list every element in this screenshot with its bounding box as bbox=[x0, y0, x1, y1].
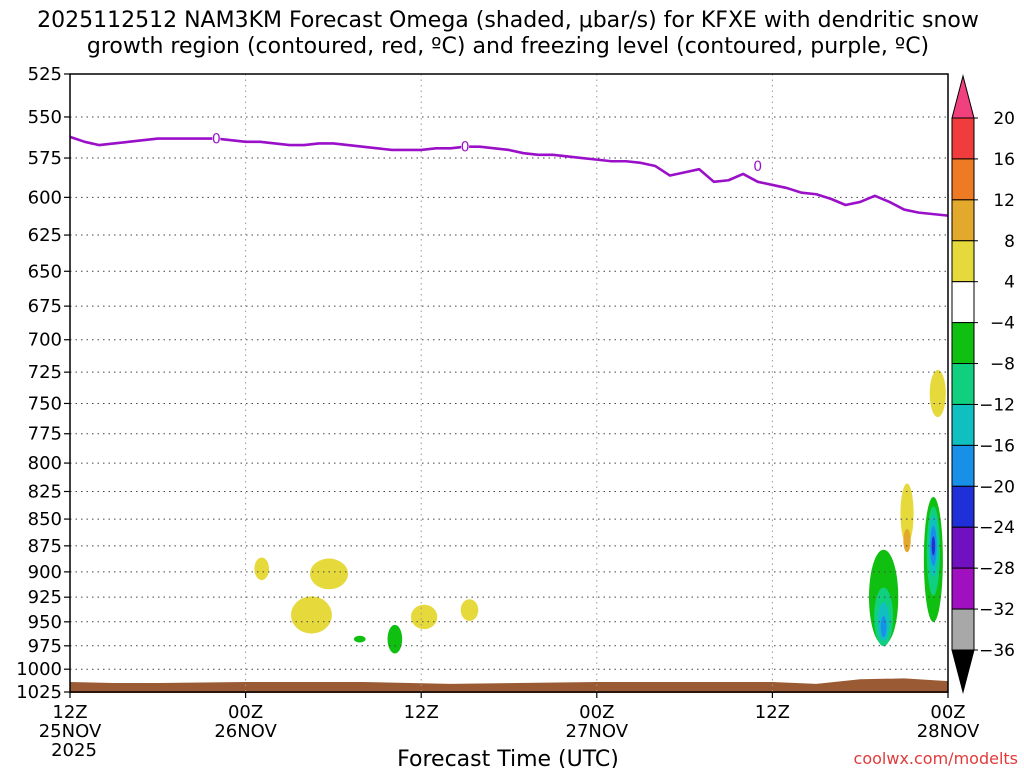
colorbar-segment bbox=[951, 281, 975, 324]
colorbar-tick-label: −20 bbox=[979, 477, 1015, 497]
grid-layer bbox=[70, 74, 948, 692]
x-tick-label: 26NOV bbox=[214, 721, 277, 742]
y-tick-label: 725 bbox=[28, 362, 62, 383]
colorbar-segment bbox=[951, 240, 975, 283]
y-tick-label: 1025 bbox=[16, 682, 62, 703]
colorbar: 20 16 12 8 4 −4 −8 −12 −16 −20 −24 −28 −32 −36 bbox=[951, 74, 1015, 694]
colorbar-tick-label: −16 bbox=[979, 436, 1015, 456]
colorbar-bottom-arrow bbox=[951, 649, 975, 694]
y-tick-label: 975 bbox=[28, 636, 62, 657]
colorbar-tick-label: −4 bbox=[990, 314, 1015, 334]
colorbar-segment bbox=[951, 322, 975, 365]
y-tick-label: 575 bbox=[28, 148, 62, 169]
omega-region bbox=[880, 616, 887, 638]
freezing-level-label: 0 bbox=[212, 132, 221, 148]
x-tick-label: 12Z bbox=[52, 702, 87, 723]
x-tick-label: 28NOV bbox=[917, 721, 980, 742]
x-tick-label: 25NOV bbox=[39, 721, 102, 742]
colorbar-segment bbox=[951, 158, 975, 201]
colorbar-tick-label: 16 bbox=[993, 150, 1015, 170]
omega-region bbox=[387, 624, 403, 654]
y-tick-label: 625 bbox=[28, 225, 62, 246]
x-tick-label: 00Z bbox=[579, 702, 614, 723]
y-tick-label: 825 bbox=[28, 481, 62, 502]
y-tick-label: 600 bbox=[28, 187, 62, 208]
colorbar-tick-label: 4 bbox=[1004, 273, 1015, 293]
omega-region bbox=[254, 557, 270, 581]
x-tick-label: 2025 bbox=[51, 740, 97, 761]
omega-region bbox=[900, 483, 914, 544]
y-tick-label: 850 bbox=[28, 509, 62, 530]
omega-region bbox=[460, 599, 479, 621]
colorbar-segment bbox=[951, 199, 975, 242]
freezing-level-label-bg bbox=[753, 160, 762, 173]
y-tick-label: 525 bbox=[28, 64, 62, 85]
colorbar-tick-label: −32 bbox=[979, 600, 1015, 620]
omega-region bbox=[309, 558, 349, 590]
colorbar-tick-label: 12 bbox=[993, 191, 1015, 211]
colorbar-top-arrow bbox=[951, 74, 975, 119]
y-tick-label: 650 bbox=[28, 261, 62, 282]
chart-title-line1: 2025112512 NAM3KM Forecast Omega (shaded… bbox=[37, 8, 979, 33]
credit-text: coolwx.com/modelts bbox=[854, 749, 1018, 768]
y-tick-label: 1000 bbox=[16, 659, 62, 680]
y-axis-ticks: 525 550 575 600 625 650 675 700 725 750 775 800 825 8… bbox=[16, 64, 70, 703]
x-tick-label: 27NOV bbox=[566, 721, 629, 742]
y-tick-label: 675 bbox=[28, 296, 62, 317]
omega-region bbox=[353, 635, 366, 643]
y-tick-label: 900 bbox=[28, 562, 62, 583]
y-tick-label: 800 bbox=[28, 453, 62, 474]
omega-shading-layer bbox=[254, 369, 946, 654]
x-tick-label: 00Z bbox=[930, 702, 965, 723]
freezing-level-layer: 0 0 0 bbox=[69, 132, 949, 217]
freezing-level-label-bg bbox=[212, 132, 221, 145]
colorbar-tick-label: 20 bbox=[993, 109, 1015, 129]
y-tick-label: 700 bbox=[28, 330, 62, 351]
chart-title-line2: growth region (contoured, red, ºC) and f… bbox=[87, 34, 929, 59]
y-tick-label: 750 bbox=[28, 393, 62, 414]
omega-region bbox=[290, 596, 332, 634]
colorbar-tick-label: −36 bbox=[979, 641, 1015, 661]
x-tick-label: 12Z bbox=[755, 702, 790, 723]
freezing-level-line bbox=[69, 135, 949, 217]
colorbar-tick-label: 8 bbox=[1004, 232, 1015, 252]
freezing-level-label: 0 bbox=[461, 140, 470, 156]
colorbar-tick-label: −8 bbox=[990, 355, 1015, 375]
colorbar-tick-label: −24 bbox=[979, 518, 1015, 538]
freezing-level-label-bg bbox=[461, 140, 470, 153]
omega-region bbox=[931, 536, 936, 556]
y-tick-label: 925 bbox=[28, 587, 62, 608]
colorbar-segment bbox=[951, 117, 975, 160]
ground-surface bbox=[70, 678, 948, 693]
omega-region bbox=[929, 369, 946, 418]
x-tick-label: 00Z bbox=[228, 702, 263, 723]
colorbar-segment bbox=[951, 526, 975, 569]
y-tick-label: 775 bbox=[28, 424, 62, 445]
colorbar-segment bbox=[951, 444, 975, 487]
x-tick-label: 12Z bbox=[404, 702, 439, 723]
colorbar-segment bbox=[951, 485, 975, 528]
omega-region bbox=[903, 528, 911, 553]
colorbar-tick-label: −28 bbox=[979, 559, 1015, 579]
freezing-level-label: 0 bbox=[753, 159, 762, 175]
omega-region bbox=[410, 604, 438, 630]
colorbar-tick-label: −12 bbox=[979, 395, 1015, 415]
plot-frame bbox=[69, 73, 949, 693]
colorbar-segment bbox=[951, 363, 975, 405]
y-tick-label: 950 bbox=[28, 612, 62, 633]
colorbar-segment bbox=[951, 608, 975, 651]
colorbar-segment bbox=[951, 403, 975, 446]
ground-layer bbox=[70, 678, 948, 693]
y-tick-label: 550 bbox=[28, 107, 62, 128]
x-axis-label: Forecast Time (UTC) bbox=[397, 747, 619, 768]
y-tick-label: 875 bbox=[28, 536, 62, 557]
colorbar-segment bbox=[951, 567, 975, 610]
